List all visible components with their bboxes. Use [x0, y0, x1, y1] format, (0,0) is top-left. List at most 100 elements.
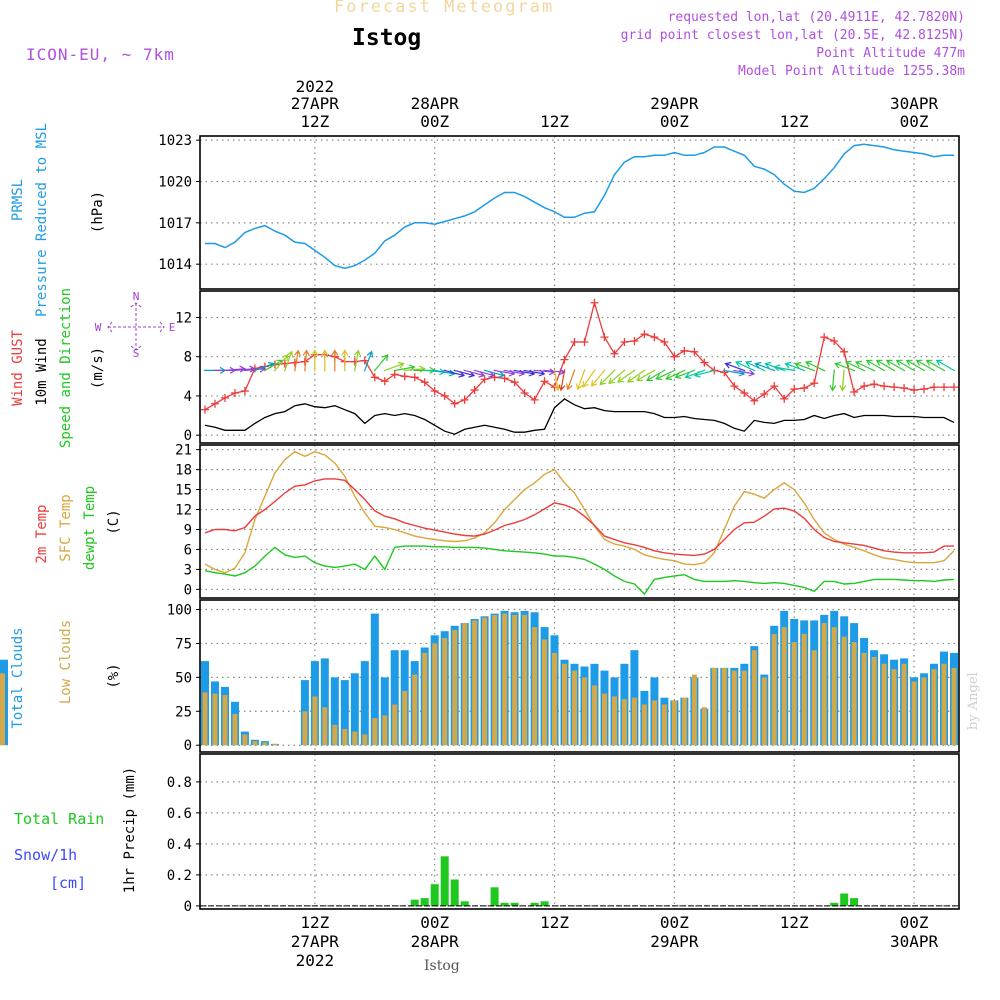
y-tick-label: 0	[184, 738, 192, 754]
rain-bar	[430, 884, 439, 906]
y-tick-label: 75	[175, 636, 192, 652]
wind-direction-arrow	[745, 360, 766, 372]
model-label: ICON-EU, ~ 7km	[26, 45, 175, 64]
panel-side-labels: PRMSL Pressure Reduced to MSL (hPa) Wind GU…	[10, 123, 175, 893]
wind-direction-arrow	[608, 369, 626, 385]
gridlines	[200, 136, 959, 909]
wind-direction-arrow	[223, 365, 247, 373]
wind-direction-arrow	[854, 360, 876, 372]
low-clouds-bar	[901, 663, 907, 746]
wind-gust-point	[930, 383, 939, 392]
wind-gust-point	[680, 346, 689, 355]
wind-direction-arrow	[243, 365, 267, 373]
bottom-time-label: 00Z	[900, 913, 929, 932]
wind-gust-point	[220, 393, 229, 402]
low-clouds-bar	[402, 690, 408, 746]
panel-frame-temp	[199, 444, 960, 599]
low-clouds-bar	[751, 650, 757, 746]
clouds-unit-label: (%)	[106, 663, 122, 688]
wind-gust-point	[690, 347, 699, 356]
wind-direction-arrow	[839, 369, 847, 392]
bottom-time-label: 00Z	[420, 913, 449, 932]
snow-unit-label: [cm]	[50, 874, 86, 892]
y-tick-label: 1014	[158, 257, 192, 273]
wind-gust-point	[640, 330, 649, 339]
wind-gust-point	[580, 337, 589, 346]
low-clouds-bar	[721, 667, 727, 746]
total-clouds-bar	[340, 680, 349, 746]
wind-direction-arrow	[905, 359, 926, 372]
low-clouds-bar	[492, 614, 498, 746]
low-clouds-bar	[562, 663, 567, 746]
wind-direction-arrow	[383, 361, 405, 372]
wind-10m-label: 10m Wind	[34, 338, 50, 405]
wind-direction-arrow	[321, 349, 329, 372]
y-tick-label: 1023	[158, 133, 192, 149]
total-clouds-bar	[350, 673, 359, 746]
wind-direction-arrow	[674, 369, 696, 379]
wind-direction-arrow	[483, 369, 506, 378]
wind-gust-point	[540, 377, 549, 386]
low-clouds-bar	[931, 669, 937, 746]
wind-gust-point	[740, 388, 749, 397]
top-date-label: 28APR	[411, 94, 460, 113]
total-clouds-bar	[330, 677, 339, 746]
low-clouds-bar	[731, 670, 737, 746]
low-clouds-bar	[512, 614, 518, 746]
bottom-date-label: 28APR	[411, 932, 460, 951]
wind-direction-arrow	[294, 349, 301, 372]
panel-frame-precip	[199, 753, 960, 910]
wind-direction-arrow	[233, 365, 257, 373]
rain-bar	[450, 879, 459, 906]
low-clouds-bar	[851, 642, 857, 746]
total-clouds-bar	[380, 677, 389, 746]
wind-gust-point	[830, 337, 839, 346]
low-clouds-bar	[362, 734, 368, 746]
y-tick-label: 3	[184, 562, 192, 578]
y-tick-label: 4	[184, 389, 192, 405]
dewpt-temp-label: dewpt Temp	[82, 486, 98, 570]
y-tick-label: 9	[184, 522, 192, 538]
wind-gust-point	[470, 386, 479, 395]
rain-bar	[510, 902, 519, 906]
total-clouds-bar	[370, 613, 379, 746]
wind-direction-arrow	[558, 369, 566, 392]
grid-point-coords: grid point closest lon,lat (20.5E, 42.81…	[620, 28, 965, 43]
y-tick-label: 0.2	[167, 868, 192, 884]
watermark: by Angel	[966, 672, 981, 730]
wind-gust-point	[400, 372, 409, 381]
wind-gust-point	[900, 384, 909, 393]
wind-direction-arrow	[684, 369, 706, 379]
low-clouds-bar	[821, 623, 827, 746]
wind-gust-point	[800, 384, 809, 393]
top-date-label: 27APR	[291, 94, 340, 113]
wind-direction-arrow	[353, 349, 361, 372]
wind-direction-arrow	[373, 354, 389, 372]
low-clouds-bar	[701, 707, 707, 746]
low-clouds-bar	[671, 700, 677, 746]
low-clouds-bar	[372, 718, 378, 746]
top-date-label: 29APR	[650, 94, 699, 113]
low-clouds-bar	[242, 734, 248, 746]
compass-south: S	[133, 347, 140, 360]
low-clouds-bar	[272, 743, 278, 746]
wind-gust-point	[700, 358, 709, 367]
rain-bar	[830, 902, 839, 906]
wind-gust-point	[760, 389, 769, 398]
y-tick-label: 0.8	[167, 775, 192, 791]
y-tick-label: 1020	[158, 174, 192, 190]
low-clouds-bar	[602, 693, 607, 746]
top-time-label: 00Z	[660, 112, 689, 131]
wind-direction-arrow	[885, 359, 906, 372]
temp-unit-label: (C)	[106, 509, 122, 534]
panel-frames	[199, 135, 960, 910]
low-clouds-label: Low Clouds	[58, 620, 74, 704]
wind-gust-point	[420, 378, 429, 387]
wind-gust-line	[204, 300, 954, 411]
low-clouds-bar	[711, 667, 717, 746]
wind-direction-arrow	[566, 369, 576, 391]
wind-gust-point	[820, 333, 829, 342]
temp-2m-label: 2m Temp	[34, 504, 50, 563]
y-tick-label: 0	[184, 899, 192, 915]
low-clouds-bar	[262, 742, 268, 746]
